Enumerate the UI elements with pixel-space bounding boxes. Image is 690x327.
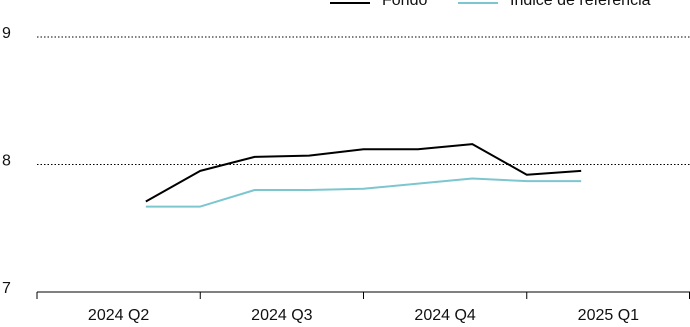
line-series	[145, 143, 582, 203]
legend-label: Fondo	[382, 0, 427, 9]
x-tick-label: 2025 Q1	[578, 307, 639, 324]
line-series	[145, 177, 582, 208]
x-tick-label: 2024 Q3	[251, 307, 312, 324]
x-tick-label: 2024 Q2	[88, 307, 149, 324]
y-tick-label: 8	[2, 153, 11, 170]
x-tick-label: 2024 Q4	[414, 307, 475, 324]
y-tick-label: 7	[2, 280, 11, 297]
y-tick-label: 9	[2, 25, 11, 42]
legend-label: Índice de referencia	[510, 0, 651, 9]
